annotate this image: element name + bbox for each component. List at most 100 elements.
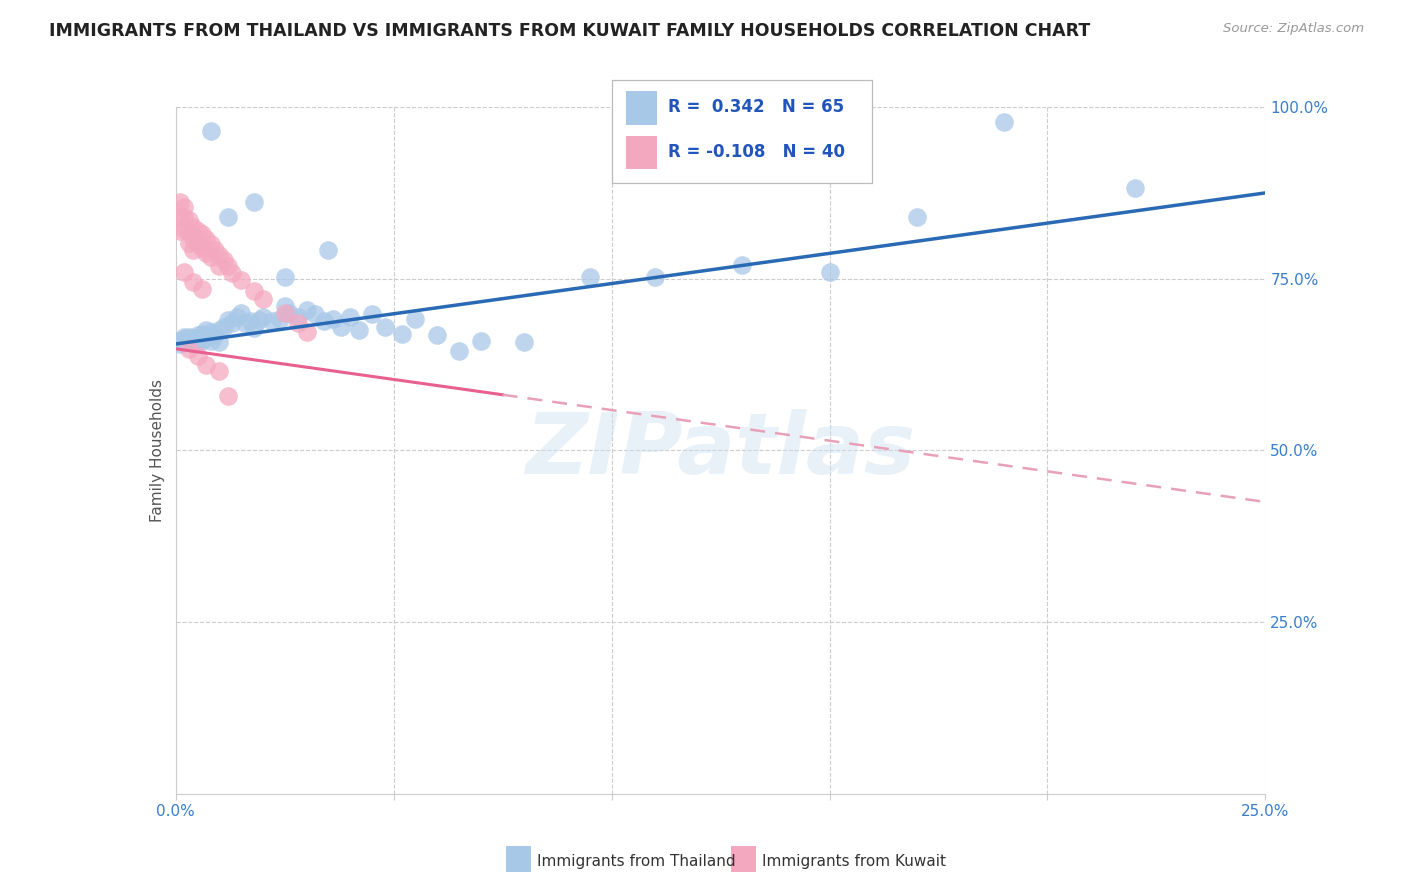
Point	[208, 364, 231, 378]
Point	[169, 194, 191, 209]
Point	[731, 258, 754, 272]
Point	[243, 321, 266, 335]
Point	[243, 284, 266, 298]
Point	[278, 306, 301, 320]
Point	[177, 225, 200, 239]
Point	[231, 273, 253, 287]
Point	[252, 293, 274, 307]
Point	[181, 232, 204, 246]
Point	[339, 310, 361, 324]
Point	[173, 200, 195, 214]
Point	[173, 265, 195, 279]
Point	[191, 282, 214, 296]
Point	[173, 332, 195, 346]
Point	[186, 332, 209, 346]
Point	[274, 306, 297, 320]
Point	[347, 323, 370, 337]
Point	[200, 124, 222, 138]
Point	[1123, 181, 1146, 195]
Point	[208, 260, 231, 274]
Point	[181, 243, 204, 257]
Point	[212, 319, 235, 334]
Text: R =  0.342   N = 65: R = 0.342 N = 65	[668, 98, 844, 116]
Point	[177, 334, 200, 348]
Text: Immigrants from Kuwait: Immigrants from Kuwait	[762, 855, 946, 869]
Point	[426, 328, 449, 343]
Point	[204, 328, 226, 343]
Point	[239, 314, 262, 328]
Point	[217, 260, 239, 274]
Point	[195, 245, 218, 260]
Point	[173, 330, 195, 344]
Point	[225, 310, 247, 324]
Point	[235, 317, 257, 331]
Point	[818, 265, 841, 279]
Point	[287, 317, 309, 331]
Point	[186, 334, 209, 349]
Point	[993, 115, 1015, 129]
Point	[513, 334, 536, 349]
Point	[169, 224, 191, 238]
Point	[177, 342, 200, 356]
Point	[287, 310, 309, 324]
Text: Immigrants from Thailand: Immigrants from Thailand	[537, 855, 735, 869]
Point	[195, 358, 218, 372]
Point	[191, 326, 214, 341]
Point	[391, 326, 413, 341]
Point	[181, 334, 204, 348]
Point	[447, 343, 470, 358]
Point	[177, 330, 200, 344]
Y-axis label: Family Households: Family Households	[149, 379, 165, 522]
Point	[169, 210, 191, 224]
Text: ZIPatlas: ZIPatlas	[526, 409, 915, 492]
Text: IMMIGRANTS FROM THAILAND VS IMMIGRANTS FROM KUWAIT FAMILY HOUSEHOLDS CORRELATION: IMMIGRANTS FROM THAILAND VS IMMIGRANTS F…	[49, 22, 1091, 40]
Point	[312, 314, 335, 328]
Point	[177, 235, 200, 250]
Point	[470, 334, 492, 348]
Point	[177, 334, 200, 349]
Point	[173, 334, 195, 349]
Point	[200, 334, 222, 348]
Point	[169, 337, 191, 351]
Point	[200, 250, 222, 264]
Point	[274, 299, 297, 313]
Point	[173, 210, 195, 224]
Point	[186, 328, 209, 343]
Point	[221, 266, 243, 280]
Point	[330, 319, 353, 334]
Point	[221, 317, 243, 331]
Point	[217, 388, 239, 402]
Point	[274, 270, 297, 285]
Point	[208, 248, 231, 262]
Point	[243, 194, 266, 209]
Point	[252, 310, 274, 324]
Point	[169, 334, 191, 348]
Point	[374, 319, 396, 334]
Point	[177, 213, 200, 227]
Point	[200, 326, 222, 340]
Point	[181, 275, 204, 289]
Point	[212, 252, 235, 267]
Point	[295, 302, 318, 317]
Point	[195, 323, 218, 337]
Point	[318, 243, 340, 257]
Point	[217, 313, 239, 327]
Point	[322, 311, 344, 326]
Point	[191, 241, 214, 255]
Point	[304, 308, 326, 322]
Point	[186, 224, 209, 238]
Point	[181, 337, 204, 351]
Text: R = -0.108   N = 40: R = -0.108 N = 40	[668, 143, 845, 161]
Point	[200, 237, 222, 252]
Point	[208, 334, 231, 349]
Point	[360, 308, 382, 322]
Text: Source: ZipAtlas.com: Source: ZipAtlas.com	[1223, 22, 1364, 36]
Point	[191, 227, 214, 241]
Point	[195, 330, 218, 344]
Point	[905, 210, 928, 224]
Point	[579, 270, 602, 285]
Point	[186, 349, 209, 363]
Point	[295, 326, 318, 340]
Point	[173, 222, 195, 236]
Point	[405, 311, 427, 326]
